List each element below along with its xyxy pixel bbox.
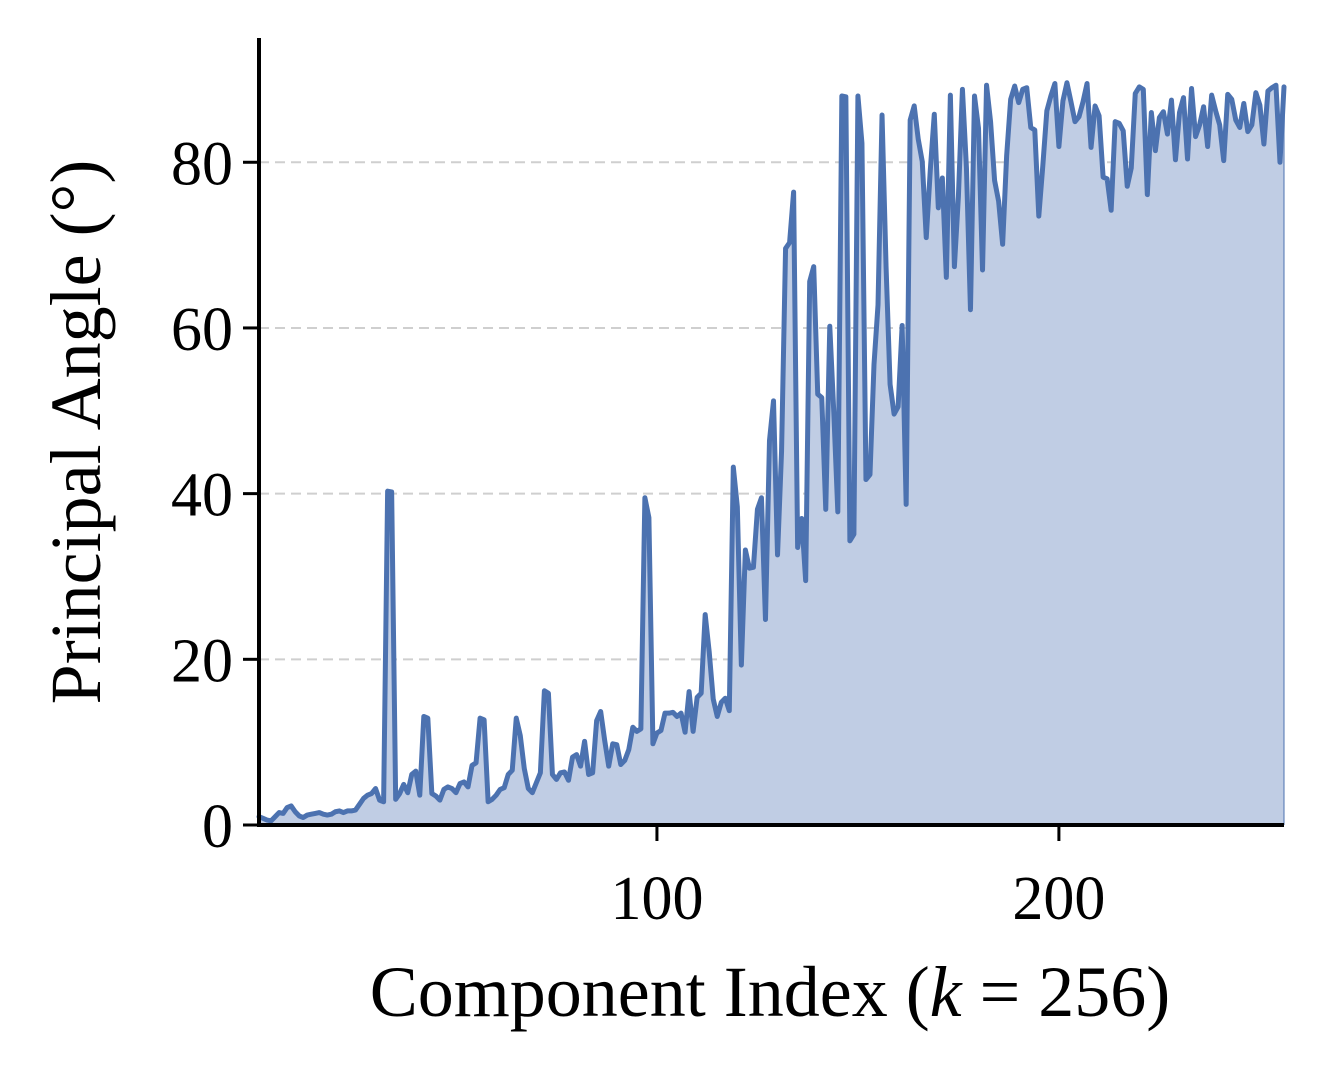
x-axis-label-variable: k — [930, 952, 964, 1032]
y-tick-label-20: 20 — [171, 627, 233, 695]
x-tick-label-200: 200 — [1012, 865, 1105, 933]
series-line — [256, 80, 1287, 824]
y-tick-label-60: 60 — [171, 296, 233, 364]
x-axis-label-prefix: Component Index ( — [370, 952, 930, 1032]
y-tick-label-80: 80 — [171, 130, 233, 198]
x-axis-label: Component Index (k = 256) — [370, 952, 1170, 1032]
x-axis-label-suffix: = 256) — [962, 952, 1171, 1032]
ticks: 0 20 40 60 80 100 200 — [171, 130, 1105, 933]
y-tick-label-40: 40 — [171, 462, 233, 530]
y-axis-label: Principal Angle (°) — [36, 160, 116, 705]
x-tick-label-100: 100 — [610, 865, 703, 933]
y-tick-label-0: 0 — [202, 793, 233, 861]
axes — [257, 38, 1284, 827]
plot-area — [256, 80, 1287, 826]
